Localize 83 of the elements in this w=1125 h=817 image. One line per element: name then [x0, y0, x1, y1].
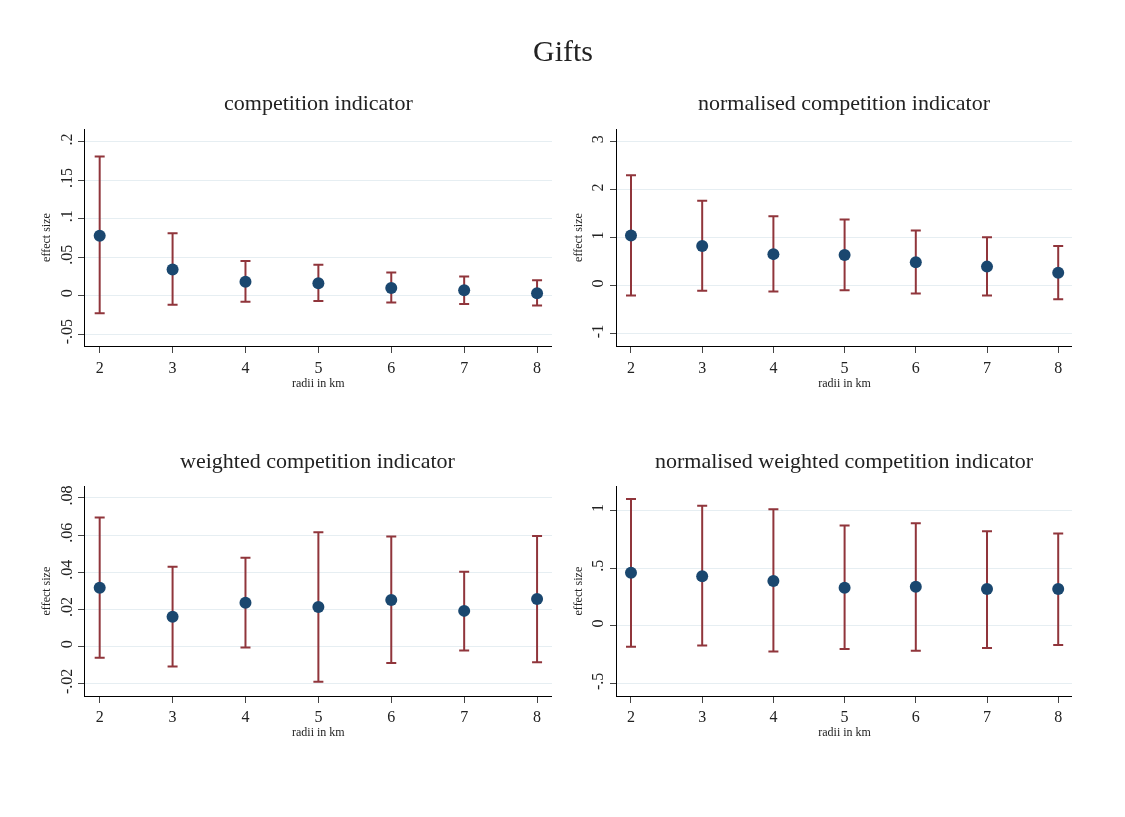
- x-tick-label: 2: [95, 358, 104, 376]
- y-tick-label: .5: [589, 559, 607, 572]
- x-tick-label: 7: [983, 708, 992, 726]
- y-tick-label: .1: [57, 210, 75, 223]
- x-tick-label: 6: [387, 358, 396, 376]
- y-tick-label: .08: [57, 485, 75, 506]
- x-tick-label: 6: [387, 708, 396, 726]
- y-tick-label: .2: [57, 133, 75, 146]
- x-tick-label: 8: [1054, 708, 1063, 726]
- x-tick-label: 2: [626, 708, 635, 726]
- point: [767, 248, 780, 261]
- x-tick-label: 4: [241, 358, 250, 376]
- y-tick-label: .02: [57, 597, 75, 617]
- y-tick-label: 2: [589, 183, 607, 192]
- x-tick-label: 4: [769, 358, 778, 376]
- x-tick-label: 3: [168, 358, 177, 376]
- point: [312, 600, 325, 613]
- x-tick-label: 6: [911, 358, 920, 376]
- x-axis-title: radii in km: [292, 725, 346, 740]
- x-tick-label: 5: [840, 358, 849, 376]
- x-tick-label: 3: [168, 708, 177, 726]
- y-tick-label: -1: [589, 324, 607, 339]
- y-tick-label: .04: [57, 559, 75, 580]
- y-tick-label: -.02: [57, 668, 75, 694]
- y-tick-label: .05: [57, 244, 75, 265]
- y-tick-label: -.5: [589, 672, 607, 690]
- x-tick-label: 3: [698, 708, 707, 726]
- point: [909, 256, 922, 269]
- x-tick-label: 6: [911, 708, 920, 726]
- point: [696, 239, 709, 252]
- point: [625, 229, 637, 242]
- point: [981, 260, 994, 273]
- y-tick-label: 0: [57, 640, 75, 649]
- point: [166, 610, 179, 623]
- x-tick-label: 7: [983, 358, 992, 376]
- point: [93, 229, 106, 242]
- x-axis-title: radii in km: [292, 375, 346, 390]
- y-axis-title: effect size: [39, 213, 53, 262]
- y-tick-label: .15: [57, 167, 75, 188]
- y-tick-label: 1: [589, 504, 607, 513]
- point: [458, 604, 471, 617]
- y-tick-label: 3: [589, 135, 607, 144]
- y-tick-label: .06: [57, 522, 75, 543]
- text: Gifts: [533, 34, 593, 67]
- x-tick-label: 2: [626, 358, 635, 376]
- x-tick-label: 8: [533, 708, 542, 726]
- x-axis-title: radii in km: [818, 725, 872, 740]
- y-tick-label: 0: [589, 619, 607, 628]
- x-tick-label: 5: [314, 358, 323, 376]
- point: [838, 249, 851, 262]
- point: [239, 596, 252, 609]
- y-tick-label: 0: [589, 279, 607, 288]
- point: [385, 281, 398, 294]
- point: [312, 277, 325, 290]
- point: [239, 275, 252, 288]
- point: [1052, 266, 1065, 279]
- y-tick-label: -.05: [57, 318, 75, 345]
- x-tick-label: 8: [1054, 358, 1063, 376]
- point: [458, 284, 471, 297]
- point: [93, 581, 106, 594]
- point: [531, 592, 544, 605]
- x-tick-label: 7: [460, 708, 469, 726]
- x-tick-label: 8: [533, 358, 542, 376]
- y-tick-label: 1: [589, 231, 607, 240]
- chart-title: competition indicator: [224, 90, 414, 115]
- chart-title: weighted competition indicator: [180, 448, 456, 473]
- x-tick-label: 4: [241, 708, 250, 726]
- y-axis-title: effect size: [570, 566, 585, 616]
- x-tick-label: 2: [95, 708, 104, 726]
- point: [531, 287, 544, 300]
- y-axis-title: effect size: [570, 213, 585, 262]
- x-tick-label: 5: [840, 708, 849, 726]
- y-tick-label: 0: [57, 289, 75, 298]
- x-tick-label: 5: [314, 708, 323, 726]
- point: [166, 263, 179, 276]
- x-tick-label: 4: [769, 708, 778, 726]
- x-axis-title: radii in km: [818, 375, 872, 390]
- y-axis-title: effect size: [39, 566, 53, 616]
- x-tick-label: 7: [460, 358, 469, 376]
- chart-title: normalised weighted competition indicator: [655, 448, 1034, 473]
- point: [385, 593, 398, 606]
- x-tick-label: 3: [698, 358, 707, 376]
- chart-title: normalised competition indicator: [698, 90, 991, 115]
